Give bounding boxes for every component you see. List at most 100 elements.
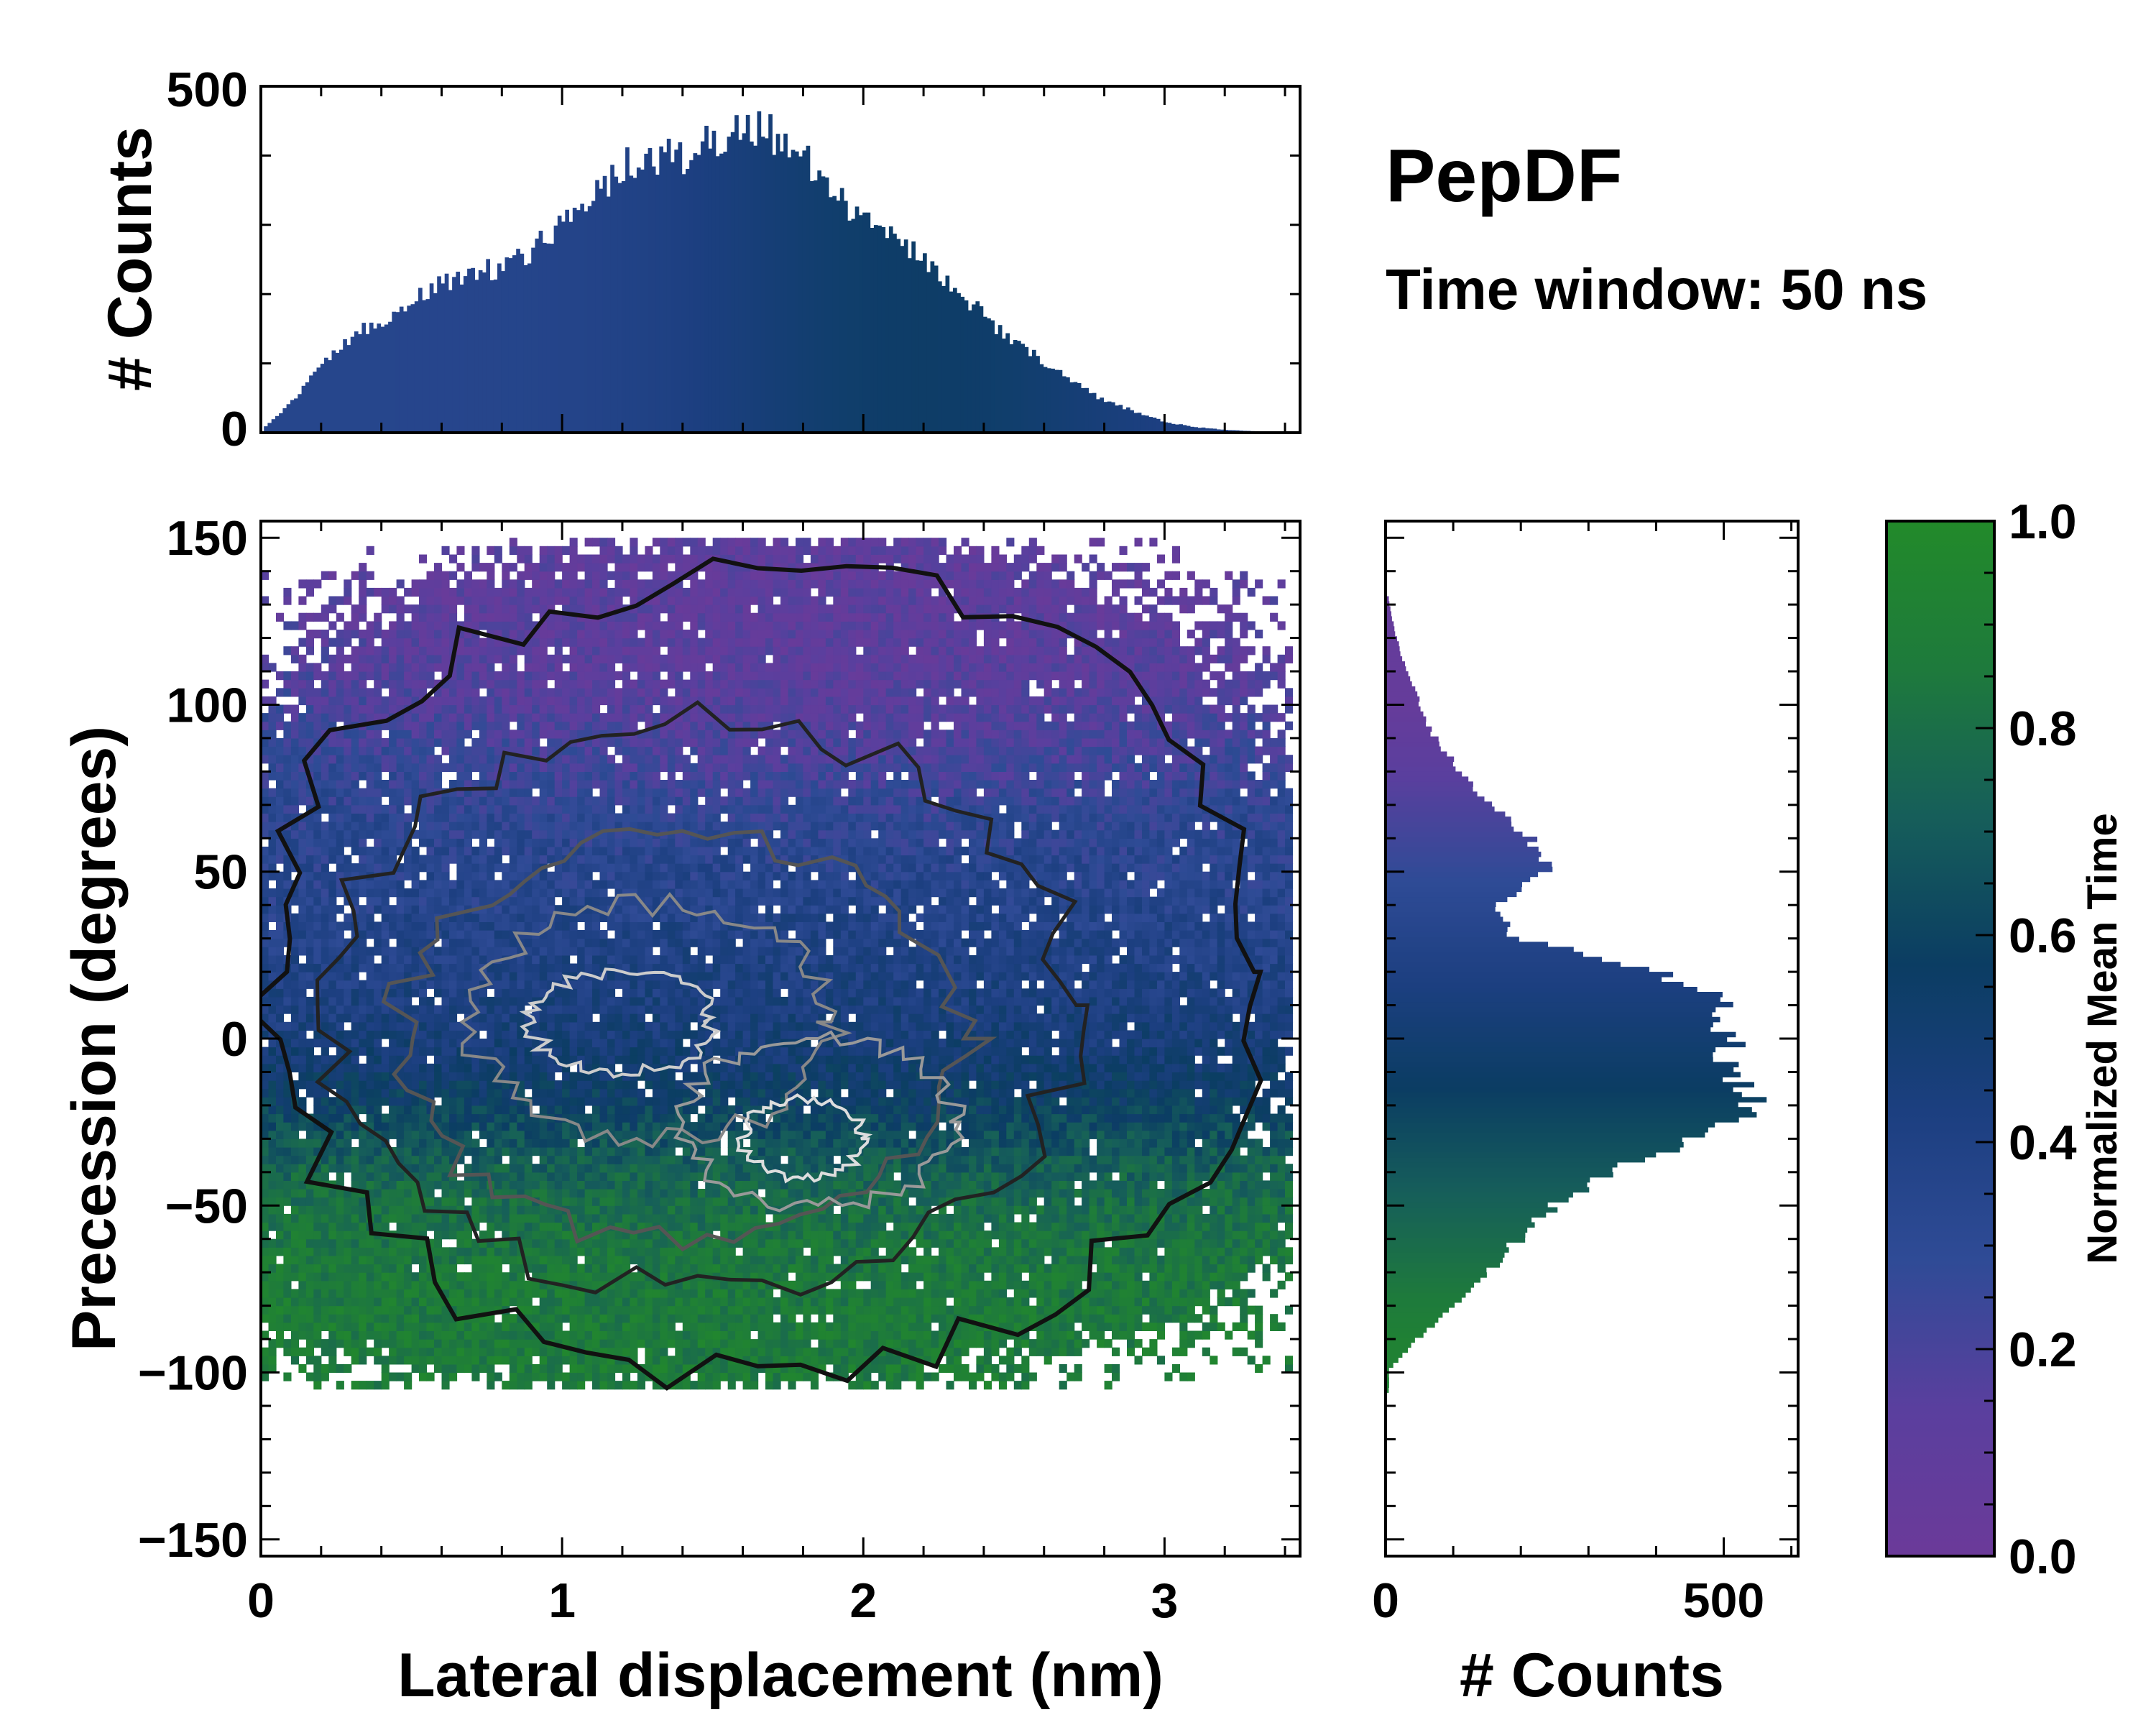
heatmap-cell	[441, 696, 450, 706]
heatmap-cell	[336, 730, 344, 739]
heatmap-cell	[569, 838, 578, 847]
heatmap-cell	[389, 1080, 397, 1090]
heatmap-cell	[411, 1063, 420, 1072]
heatmap-cell	[637, 1005, 645, 1014]
heatmap-cell	[471, 1264, 480, 1273]
heatmap-cell	[562, 1222, 571, 1231]
heatmap-cell	[569, 796, 578, 806]
heatmap-cell	[524, 838, 533, 847]
heatmap-cell	[276, 822, 285, 831]
heatmap-cell	[502, 796, 510, 806]
heatmap-cell	[336, 679, 344, 689]
heatmap-cell	[456, 896, 465, 906]
heatmap-cell	[637, 713, 645, 722]
heatmap-cell	[509, 1322, 517, 1331]
heatmap-cell	[637, 1055, 645, 1064]
heatmap-cell	[411, 1297, 420, 1307]
heatmap-cell	[351, 996, 359, 1006]
heatmap-cell	[532, 638, 540, 647]
heatmap-cell	[419, 1289, 428, 1298]
heatmap-cell	[539, 771, 548, 781]
heatmap-cell	[524, 1247, 533, 1256]
heatmap-cell	[524, 1130, 533, 1139]
heatmap-cell	[283, 1180, 292, 1190]
heatmap-cell	[630, 813, 638, 822]
heatmap-cell	[637, 813, 645, 822]
heatmap-cell	[434, 972, 443, 981]
heatmap-cell	[351, 896, 359, 906]
heatmap-cell	[547, 988, 556, 998]
heatmap-cell	[419, 737, 428, 748]
heatmap-cell	[374, 1255, 382, 1265]
heatmap-cell	[487, 1039, 495, 1048]
heatmap-cell	[524, 796, 533, 806]
heatmap-cell	[404, 1205, 413, 1215]
x-marginal-bar	[365, 334, 370, 433]
heatmap-cell	[374, 713, 382, 722]
heatmap-cell	[532, 579, 540, 589]
heatmap-cell	[502, 737, 510, 748]
heatmap-cell	[298, 763, 307, 772]
heatmap-cell	[389, 1264, 397, 1273]
heatmap-cell	[276, 1164, 285, 1173]
heatmap-cell	[494, 963, 502, 972]
heatmap-cell	[381, 921, 390, 931]
heatmap-cell	[276, 1222, 285, 1231]
heatmap-cell	[456, 788, 465, 797]
heatmap-cell	[283, 888, 292, 898]
heatmap-cell	[607, 980, 616, 989]
heatmap-cell	[411, 630, 420, 639]
heatmap-cell	[411, 1113, 420, 1123]
heatmap-cell	[351, 1063, 359, 1072]
heatmap-cell	[502, 679, 510, 689]
heatmap-cell	[321, 963, 329, 972]
heatmap-cell	[283, 1305, 292, 1315]
heatmap-cell	[366, 1264, 374, 1273]
heatmap-cell	[404, 1381, 413, 1390]
heatmap-cell	[456, 654, 465, 663]
heatmap-cell	[479, 1347, 487, 1356]
heatmap-cell	[411, 679, 420, 689]
heatmap-cell	[328, 829, 337, 839]
heatmap-cell	[464, 1189, 472, 1198]
heatmap-cell	[502, 1046, 510, 1056]
heatmap-cell	[517, 1005, 525, 1014]
heatmap-cell	[419, 604, 428, 614]
heatmap-cell	[630, 646, 638, 656]
x-marginal-bar	[941, 285, 946, 433]
heatmap-cell	[351, 1213, 359, 1223]
heatmap-cell	[328, 921, 337, 931]
x-marginal-bar	[1073, 382, 1078, 433]
heatmap-cell	[336, 696, 344, 706]
heatmap-cell	[298, 1255, 307, 1265]
heatmap-cell	[494, 688, 502, 697]
x-marginal-bar	[893, 234, 897, 433]
heatmap-cell	[532, 746, 540, 755]
heatmap-cell	[276, 1138, 285, 1148]
heatmap-cell	[381, 763, 390, 772]
heatmap-cell	[381, 1021, 390, 1031]
heatmap-cell	[449, 1113, 458, 1123]
heatmap-cell	[366, 1155, 374, 1164]
heatmap-cell	[276, 838, 285, 847]
heatmap-cell	[305, 921, 314, 931]
heatmap-cell	[494, 1063, 502, 1072]
heatmap-cell	[283, 1247, 292, 1256]
heatmap-cell	[419, 663, 428, 672]
heatmap-cell	[509, 1372, 517, 1381]
heatmap-cell	[607, 863, 616, 873]
heatmap-cell	[305, 1063, 314, 1072]
heatmap-cell	[637, 1205, 645, 1215]
heatmap-cell	[396, 1097, 405, 1106]
heatmap-cell	[374, 804, 382, 814]
heatmap-cell	[584, 646, 593, 656]
heatmap-cell	[547, 1381, 556, 1390]
heatmap-cell	[321, 1088, 329, 1098]
heatmap-cell	[261, 1280, 270, 1289]
x-marginal-bar	[1137, 413, 1142, 433]
heatmap-cell	[471, 871, 480, 880]
heatmap-cell	[336, 1322, 344, 1331]
heatmap-cell	[298, 596, 307, 605]
heatmap-cell	[441, 871, 450, 880]
heatmap-cell	[599, 1030, 608, 1039]
